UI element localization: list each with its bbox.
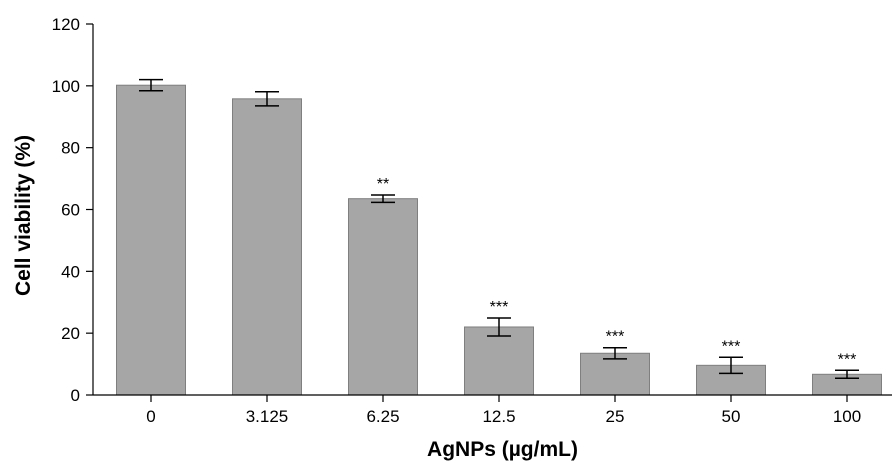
bar-4 [580, 352, 650, 396]
bar-3 [464, 326, 534, 396]
labels-group: 0 3.125 6.25 12.5 25 50 100 0 20 40 60 80 100 120 [52, 15, 862, 426]
y-tick-label-0: 0 [71, 386, 80, 405]
bar-1 [232, 98, 302, 396]
x-tick-label-2: 6.25 [366, 407, 399, 426]
significance-label-3: *** [490, 299, 509, 316]
y-tick-label-3: 60 [61, 201, 80, 220]
x-tick-label-5: 50 [722, 407, 741, 426]
x-tick-label-1: 3.125 [246, 407, 289, 426]
y-tick-label-1: 20 [61, 324, 80, 343]
bars-group [116, 84, 882, 396]
x-tick-label-0: 0 [146, 407, 155, 426]
y-tick-label-6: 120 [52, 15, 80, 34]
error-bars-group [139, 78, 859, 380]
significance-label-6: *** [838, 351, 857, 368]
bar-0 [116, 84, 186, 396]
bar-2 [348, 198, 418, 396]
y-tick-label-4: 80 [61, 139, 80, 158]
significance-label-2: ** [377, 176, 389, 193]
x-tick-label-4: 25 [606, 407, 625, 426]
x-tick-label-3: 12.5 [482, 407, 515, 426]
x-tick-label-6: 100 [833, 407, 861, 426]
y-tick-label-5: 100 [52, 77, 80, 96]
y-tick-label-2: 40 [61, 262, 80, 281]
significance-label-5: *** [722, 338, 741, 355]
y-axis-title: Cell viability (%) [12, 135, 35, 296]
significance-group: ************** [377, 176, 857, 368]
axes-group [86, 23, 892, 402]
x-axis-title: AgNPs (µg/mL) [427, 438, 578, 461]
significance-label-4: *** [606, 329, 625, 346]
